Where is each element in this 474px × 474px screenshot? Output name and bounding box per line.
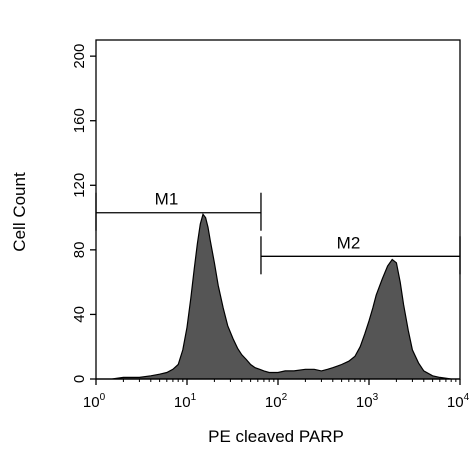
y-tick-label: 0 xyxy=(71,375,88,383)
histogram-series-0 xyxy=(96,212,460,380)
y-tick-label: 40 xyxy=(71,306,88,323)
x-tick-label: 101 xyxy=(174,392,197,411)
y-tick-label: 200 xyxy=(71,44,88,69)
y-axis-title: Cell Count xyxy=(10,172,29,252)
y-tick-label: 120 xyxy=(71,173,88,198)
marker-label-m1: M1 xyxy=(155,190,179,209)
y-tick-label: 80 xyxy=(71,242,88,259)
x-tick-label: 104 xyxy=(447,392,470,411)
x-tick-label: 103 xyxy=(356,392,379,411)
x-axis-title: PE cleaved PARP xyxy=(208,427,344,446)
x-tick-label: 100 xyxy=(83,392,106,411)
y-tick-label: 160 xyxy=(71,108,88,133)
marker-label-m2: M2 xyxy=(337,233,361,252)
x-tick-label: 102 xyxy=(265,392,288,411)
